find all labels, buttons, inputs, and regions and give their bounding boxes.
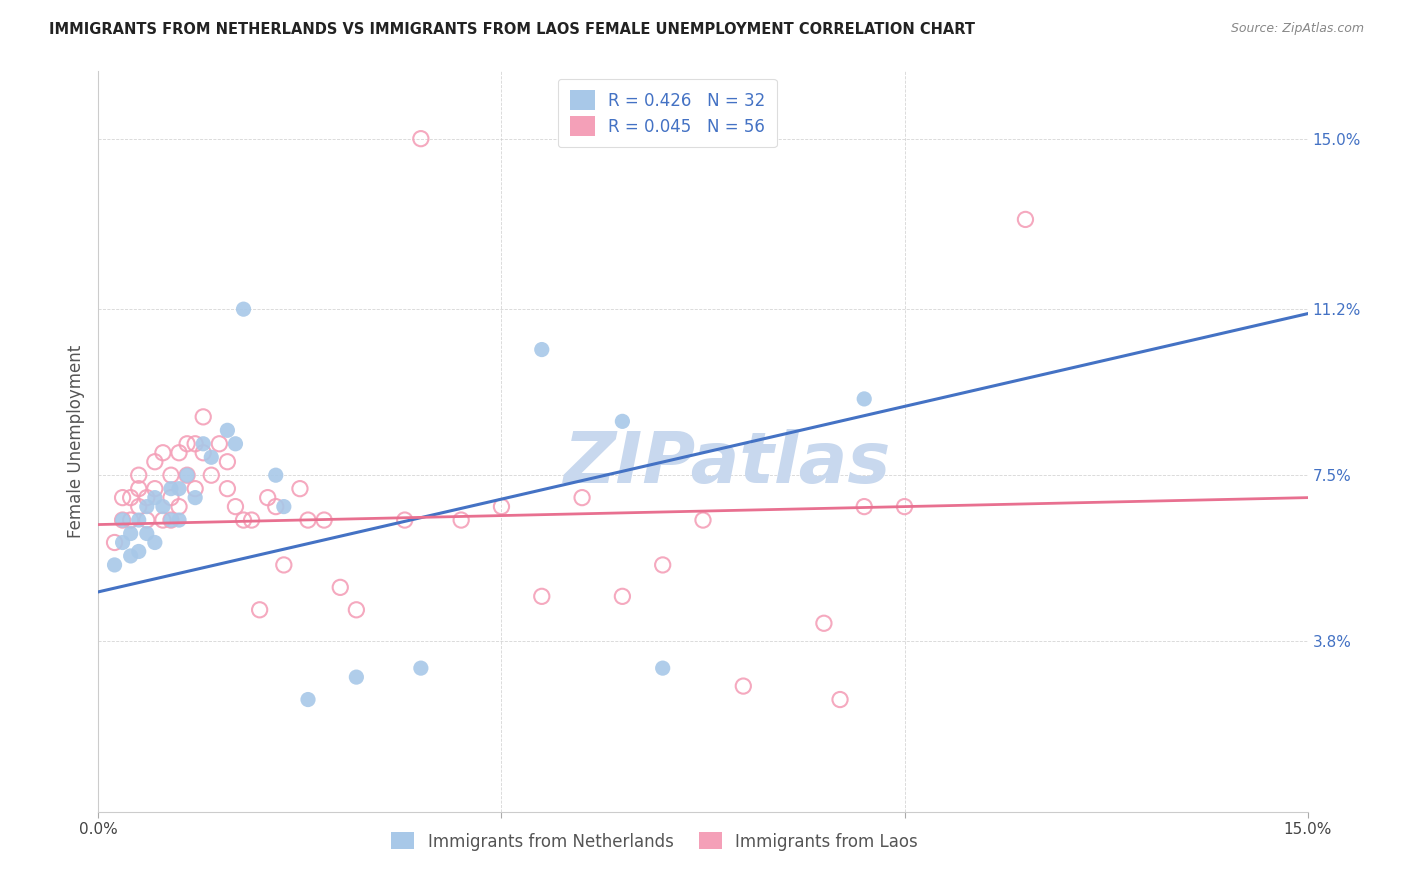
- Point: [160, 482, 183, 496]
- Point: [288, 482, 311, 496]
- Point: [160, 468, 183, 483]
- Point: [143, 535, 166, 549]
- Point: [571, 491, 593, 505]
- Point: [135, 513, 157, 527]
- Point: [193, 446, 215, 460]
- Point: [329, 580, 352, 594]
- Point: [297, 513, 319, 527]
- Point: [249, 603, 271, 617]
- Point: [120, 549, 142, 563]
- Point: [232, 302, 254, 317]
- Point: [160, 491, 183, 505]
- Point: [853, 392, 876, 406]
- Point: [813, 616, 835, 631]
- Point: [143, 491, 166, 505]
- Point: [224, 500, 246, 514]
- Point: [152, 513, 174, 527]
- Point: [128, 468, 150, 483]
- Point: [135, 526, 157, 541]
- Point: [103, 535, 125, 549]
- Point: [120, 526, 142, 541]
- Point: [530, 590, 553, 604]
- Point: [160, 513, 183, 527]
- Point: [143, 482, 166, 496]
- Point: [344, 603, 367, 617]
- Point: [167, 482, 190, 496]
- Point: [256, 491, 278, 505]
- Point: [733, 679, 755, 693]
- Point: [491, 500, 513, 514]
- Point: [103, 558, 125, 572]
- Point: [152, 446, 174, 460]
- Point: [128, 513, 150, 527]
- Point: [224, 437, 246, 451]
- Point: [530, 343, 553, 357]
- Point: [1014, 212, 1036, 227]
- Point: [167, 446, 190, 460]
- Point: [612, 590, 634, 604]
- Point: [200, 468, 222, 483]
- Point: [111, 513, 134, 527]
- Point: [135, 500, 157, 514]
- Point: [217, 482, 239, 496]
- Point: [176, 468, 198, 483]
- Point: [128, 544, 150, 558]
- Point: [193, 437, 215, 451]
- Point: [167, 500, 190, 514]
- Point: [893, 500, 915, 514]
- Text: Source: ZipAtlas.com: Source: ZipAtlas.com: [1230, 22, 1364, 36]
- Point: [240, 513, 263, 527]
- Point: [120, 513, 142, 527]
- Point: [152, 500, 174, 514]
- Point: [143, 455, 166, 469]
- Text: ZIPatlas: ZIPatlas: [564, 429, 891, 499]
- Point: [200, 450, 222, 465]
- Point: [128, 500, 150, 514]
- Point: [612, 414, 634, 428]
- Point: [135, 491, 157, 505]
- Point: [193, 409, 215, 424]
- Point: [273, 558, 295, 572]
- Point: [111, 513, 134, 527]
- Point: [344, 670, 367, 684]
- Y-axis label: Female Unemployment: Female Unemployment: [66, 345, 84, 538]
- Text: IMMIGRANTS FROM NETHERLANDS VS IMMIGRANTS FROM LAOS FEMALE UNEMPLOYMENT CORRELAT: IMMIGRANTS FROM NETHERLANDS VS IMMIGRANT…: [49, 22, 976, 37]
- Point: [111, 535, 134, 549]
- Point: [394, 513, 416, 527]
- Point: [208, 437, 231, 451]
- Point: [651, 558, 673, 572]
- Legend: Immigrants from Netherlands, Immigrants from Laos: Immigrants from Netherlands, Immigrants …: [382, 824, 927, 859]
- Point: [184, 482, 207, 496]
- Point: [692, 513, 714, 527]
- Point: [264, 468, 287, 483]
- Point: [264, 500, 287, 514]
- Point: [176, 437, 198, 451]
- Point: [409, 131, 432, 145]
- Point: [314, 513, 336, 527]
- Point: [273, 500, 295, 514]
- Point: [160, 513, 183, 527]
- Point: [828, 692, 851, 706]
- Point: [120, 491, 142, 505]
- Point: [176, 468, 198, 483]
- Point: [167, 513, 190, 527]
- Point: [217, 423, 239, 437]
- Point: [184, 437, 207, 451]
- Point: [184, 491, 207, 505]
- Point: [450, 513, 472, 527]
- Point: [853, 500, 876, 514]
- Point: [232, 513, 254, 527]
- Point: [409, 661, 432, 675]
- Point: [128, 482, 150, 496]
- Point: [651, 661, 673, 675]
- Point: [217, 455, 239, 469]
- Point: [111, 491, 134, 505]
- Point: [297, 692, 319, 706]
